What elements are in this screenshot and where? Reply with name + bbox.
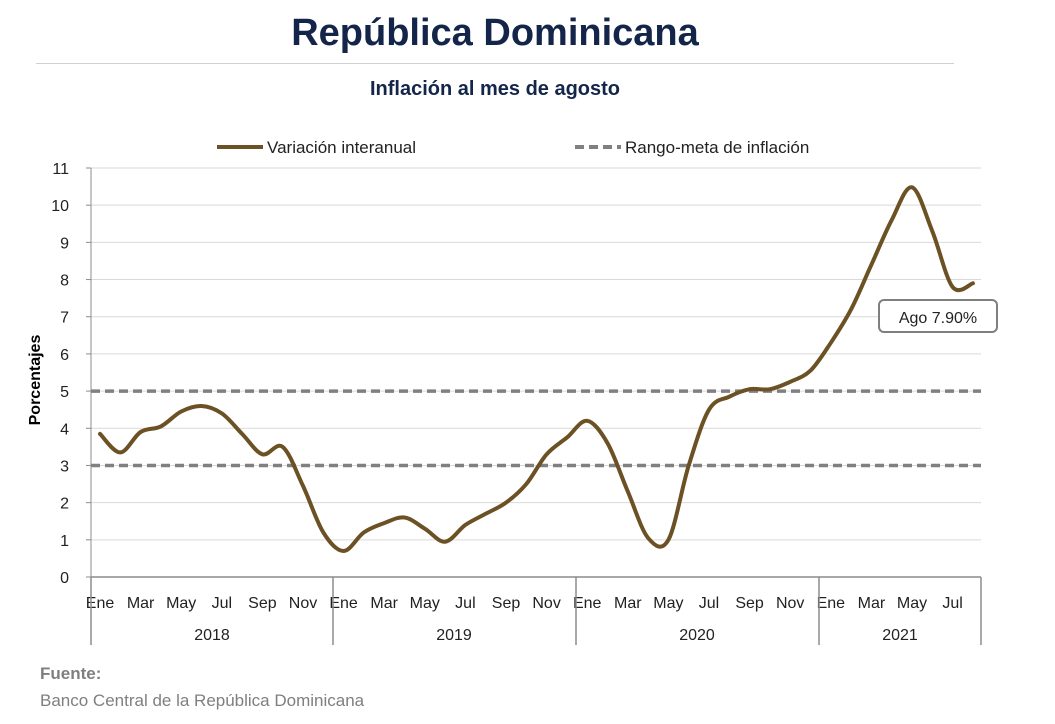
y-tick-label: 9 [60, 235, 69, 252]
series-line-variacion-interanual [98, 185, 975, 553]
y-tick-label: 5 [60, 384, 69, 401]
year-label: 2021 [882, 627, 918, 644]
annotation-callout: Ago 7.90% [878, 299, 998, 333]
x-tick-label: Jul [942, 595, 962, 612]
x-tick-label: May [653, 595, 683, 612]
x-tick-label: Sep [492, 595, 521, 612]
y-tick-label: 2 [60, 496, 69, 513]
y-tick-label: 4 [60, 421, 69, 438]
x-tick-label: Nov [776, 595, 804, 612]
x-tick-label: Sep [248, 595, 277, 612]
x-tick-label: Ene [329, 595, 358, 612]
y-tick-label: 7 [60, 310, 69, 327]
legend: Variación interanual Rango-meta de infla… [217, 138, 809, 157]
source-label: Fuente: [40, 664, 102, 683]
annotation-box [878, 299, 998, 333]
legend-label-variacion: Variación interanual [267, 138, 416, 157]
x-tick-label: Nov [289, 595, 317, 612]
y-tick-label: 8 [60, 273, 69, 290]
y-tick-label: 10 [51, 198, 69, 215]
x-tick-label: Jul [699, 595, 719, 612]
y-axis-title: Porcentajes [27, 335, 44, 426]
source-text: Banco Central de la República Dominicana [40, 691, 365, 710]
x-tick-label: Nov [532, 595, 560, 612]
x-tick-label: Mar [858, 595, 886, 612]
y-tick-label: 3 [60, 458, 69, 475]
chart-subtitle: Inflación al mes de agosto [369, 78, 621, 100]
chart-title: República Dominicana [291, 12, 699, 54]
year-label: 2019 [436, 627, 472, 644]
x-tick-label: May [166, 595, 196, 612]
x-tick-label: Ene [573, 595, 602, 612]
year-label: 2020 [679, 627, 715, 644]
x-tick-label: Mar [127, 595, 155, 612]
title-divider [36, 63, 954, 64]
x-tick-label: Jul [212, 595, 232, 612]
annotation-label: Ago 7.90% [899, 310, 977, 327]
x-tick-label: Ene [86, 595, 115, 612]
x-tick-label: Sep [735, 595, 764, 612]
y-tick-label: 0 [60, 570, 69, 587]
x-tick-label: May [410, 595, 440, 612]
x-tick-label: Jul [455, 595, 475, 612]
legend-label-rango-meta: Rango-meta de inflación [625, 138, 809, 157]
year-label: 2018 [194, 627, 230, 644]
x-tick-label: Mar [370, 595, 398, 612]
y-tick-label: 11 [52, 161, 69, 178]
inflation-chart: Variación interanual Rango-meta de infla… [27, 138, 998, 645]
x-tick-label: May [897, 595, 927, 612]
x-tick-label: Ene [817, 595, 846, 612]
x-tick-label: Mar [614, 595, 642, 612]
y-tick-label: 6 [60, 347, 69, 364]
y-tick-label: 1 [60, 533, 69, 550]
